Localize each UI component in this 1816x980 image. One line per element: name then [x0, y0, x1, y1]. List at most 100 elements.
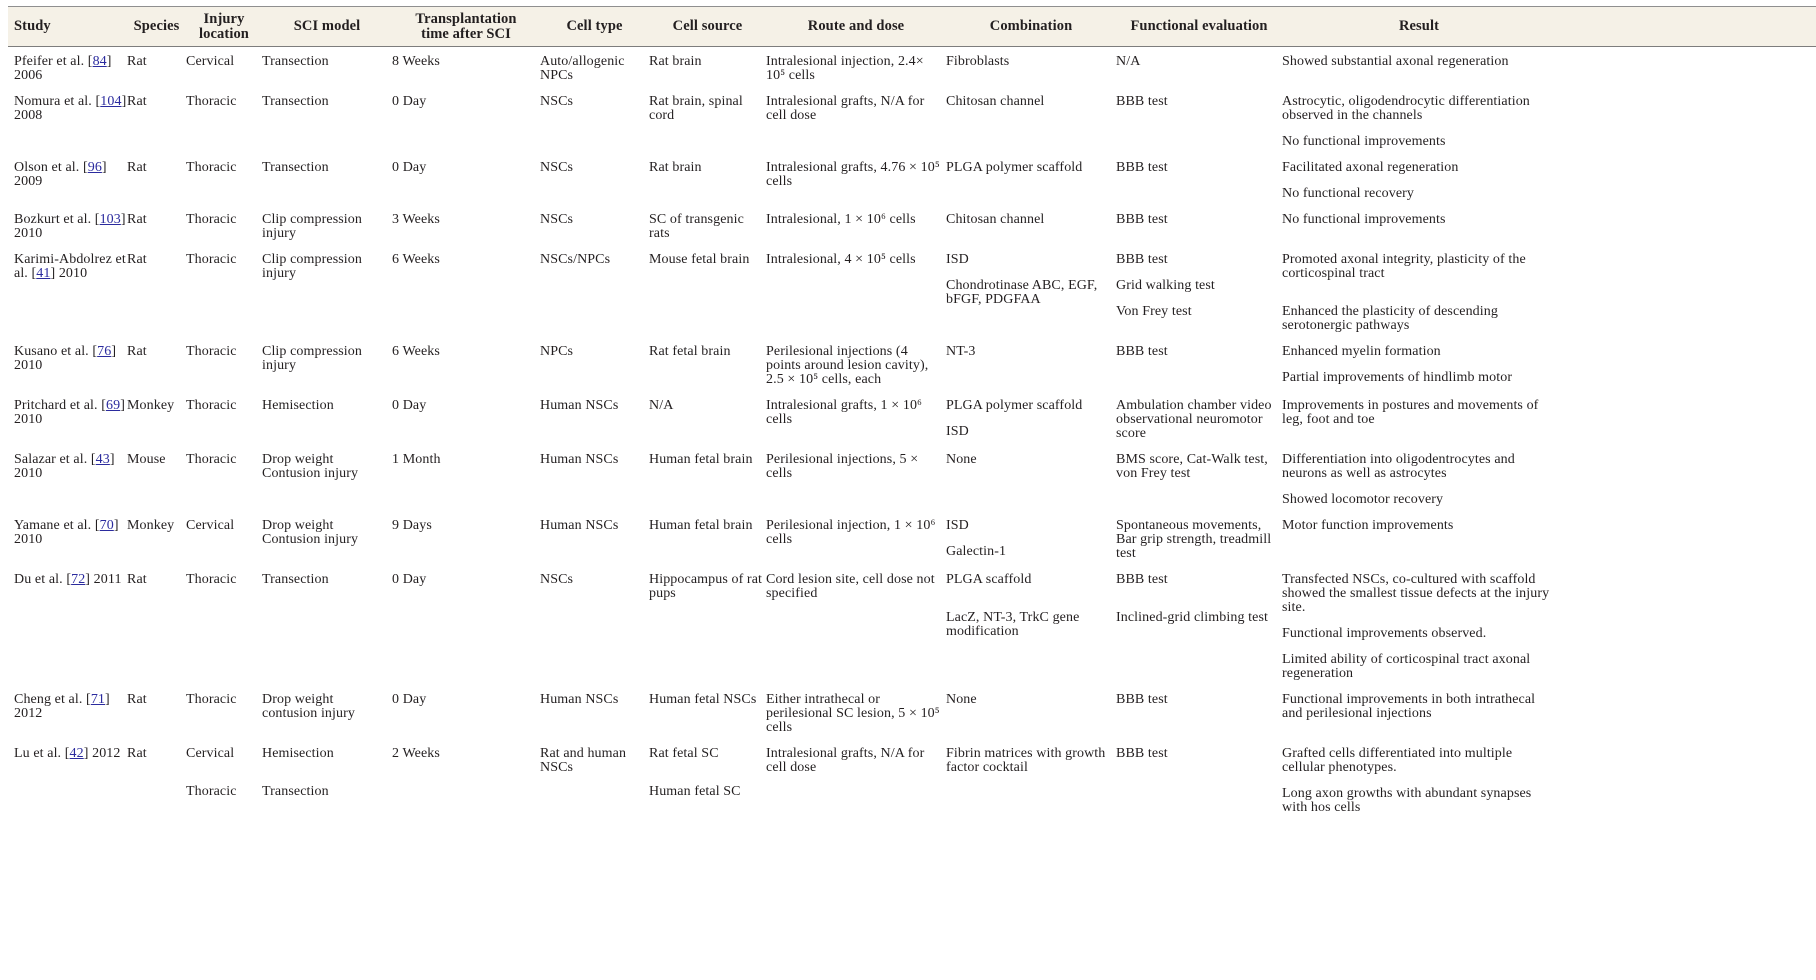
cell-combination: Chitosan channel [946, 95, 1116, 109]
cell-cell-source: Rat brain, spinal cord [649, 95, 766, 123]
cell-text-block: Spontaneous movements, Bar grip strength… [1116, 518, 1272, 561]
cell-text-block: LacZ, NT-3, TrkC gene modification [946, 610, 1080, 639]
cell-text-block: Functional improvements observed. [1282, 626, 1487, 641]
citation-link[interactable]: 96 [87, 160, 102, 175]
cell-text-block: PLGA polymer scaffold [946, 160, 1083, 175]
citation-link[interactable]: 103 [99, 212, 121, 227]
cell-injury-location: Thoracic [186, 213, 262, 227]
cell-text-block: Transection [262, 572, 329, 587]
cell-injury-location: Thoracic [186, 453, 262, 467]
cell-injury-location: Thoracic [186, 573, 262, 587]
cell-functional-evaluation: N/A [1116, 55, 1282, 69]
cell-study: Olson et al. [96] 2009 [14, 161, 127, 189]
cell-text-block: Bozkurt et al. [103] 2010 [14, 213, 127, 241]
cell-text-block: Thoracic [186, 160, 237, 175]
column-header-label: Study [14, 18, 51, 34]
cell-cell-type: NSCs [540, 213, 649, 227]
cell-text-block: Human NSCs [540, 518, 619, 533]
cell-species: Rat [127, 573, 186, 587]
citation-prefix: Kusano et al. [ [14, 344, 98, 359]
cell-sci-model: Drop weight contusion injury [262, 693, 392, 721]
cell-injury-location: Thoracic [186, 345, 262, 359]
citation-link[interactable]: 104 [100, 94, 122, 109]
cell-text-block: Clip compression injury [262, 212, 362, 241]
cell-text-block: Enhanced the plasticity of descending se… [1282, 304, 1498, 333]
cell-text-block: Rat [127, 54, 147, 69]
citation-link[interactable]: 41 [36, 266, 51, 281]
cell-text-block: Cervical [186, 54, 235, 69]
citation-link[interactable]: 76 [97, 344, 112, 359]
citation-prefix: Cheng et al. [ [14, 692, 91, 707]
cell-injury-location: Cervical [186, 519, 262, 533]
studies-table: Study Species Injury location SCI model Tran… [8, 6, 1816, 815]
cell-text-block: Drop weight Contusion injury [262, 518, 359, 547]
cell-sci-model: Clip compression injury [262, 213, 392, 241]
citation-suffix: ] 2010 [14, 344, 117, 373]
cell-transplantation-time: 8 Weeks [392, 55, 540, 69]
cell-study: Salazar et al. [43] 2010 [14, 453, 127, 481]
citation-suffix: ] 2010 [14, 452, 115, 481]
cell-cell-type: Human NSCs [540, 693, 649, 707]
cell-text-block: BBB test [1116, 692, 1168, 707]
cell-text-block: 0 Day [392, 692, 427, 707]
cell-text-block: Perilesional injection, 1 × 10⁶ cells [766, 518, 936, 547]
cell-text-block: Intralesional injection, 2.4× 10⁵ cells [766, 54, 924, 83]
cell-functional-evaluation: BBB test [1116, 693, 1282, 707]
cell-sci-model: Transection [262, 55, 392, 69]
cell-sci-model: Transection [262, 95, 392, 109]
cell-cell-type: NPCs [540, 345, 649, 359]
table-header: Study Species Injury location SCI model Tran… [8, 6, 1816, 47]
cell-cell-type: Human NSCs [540, 453, 649, 467]
citation-link[interactable]: 70 [99, 518, 114, 533]
cell-functional-evaluation: BBB test [1116, 95, 1282, 109]
cell-text-block: 0 Day [392, 160, 427, 175]
cell-species: Rat [127, 253, 186, 267]
cell-cell-source: Rat brain [649, 161, 766, 175]
citation-link[interactable]: 69 [106, 398, 121, 413]
column-header-label: Functional evaluation [1130, 18, 1268, 34]
cell-text-block: ISD [946, 518, 969, 533]
citation-link[interactable]: 84 [92, 54, 107, 69]
citation-link[interactable]: 43 [95, 452, 110, 467]
cell-text-block: Von Frey test [1116, 304, 1192, 319]
cell-text-block: BBB test [1116, 746, 1168, 761]
cell-text-block: NSCs/NPCs [540, 252, 611, 267]
cell-text-block: Rat [127, 344, 147, 359]
cell-text-block: BBB test [1116, 572, 1168, 587]
cell-text-block: Transection [262, 94, 329, 109]
cell-text-block: Chitosan channel [946, 212, 1045, 227]
cell-text-block: Kusano et al. [76] 2010 [14, 345, 127, 373]
cell-species: Mouse [127, 453, 186, 467]
cell-text-block: BBB test [1116, 94, 1168, 109]
cell-route-and-dose: Intralesional grafts, 4.76 × 10⁵ cells [766, 161, 946, 189]
cell-text-block: Monkey [127, 398, 175, 413]
cell-text-block: Intralesional, 4 × 10⁵ cells [766, 252, 916, 267]
cell-text-block: BMS score, Cat-Walk test, von Frey test [1116, 452, 1268, 481]
citation-link[interactable]: 42 [69, 746, 84, 761]
column-header-label: Cell source [672, 18, 743, 34]
citation-link[interactable]: 71 [90, 692, 106, 707]
cell-result: No functional improvements [1282, 213, 1556, 227]
column-header-species: Species [127, 19, 186, 34]
cell-text-block: PLGA scaffold [946, 572, 1032, 587]
cell-study: Pritchard et al. [69] 2010 [14, 399, 127, 427]
cell-text-block: BBB test [1116, 252, 1168, 267]
column-header-label: SCI model [293, 18, 361, 34]
cell-text-block: Thoracic [186, 252, 237, 267]
cell-text-block: NSCs [540, 160, 574, 175]
cell-text-block: Partial improvements of hindlimb motor [1282, 370, 1513, 385]
cell-text-block: Long axon growths with abundant synapses… [1282, 786, 1532, 815]
cell-text-block: Showed locomotor recovery [1282, 492, 1444, 507]
cell-text-block: Thoracic [186, 344, 237, 359]
table-row: Cheng et al. [71] 2012 Rat Thoracic Drop we… [8, 693, 1556, 735]
cell-combination: Fibroblasts [946, 55, 1116, 69]
column-header-sci-model: SCI model [262, 19, 392, 34]
cell-text-block: 6 Weeks [392, 252, 440, 267]
citation-link[interactable]: 72 [71, 572, 86, 587]
citation-suffix: ] 2012 [14, 692, 110, 721]
cell-sci-model: Clip compression injury [262, 253, 392, 281]
cell-text-block: 3 Weeks [392, 212, 440, 227]
cell-text-block: Rat brain, spinal cord [649, 94, 743, 123]
cell-text-block: Transection [262, 160, 329, 175]
table-row: Pritchard et al. [69] 2010 Monkey Thoracic… [8, 399, 1556, 441]
